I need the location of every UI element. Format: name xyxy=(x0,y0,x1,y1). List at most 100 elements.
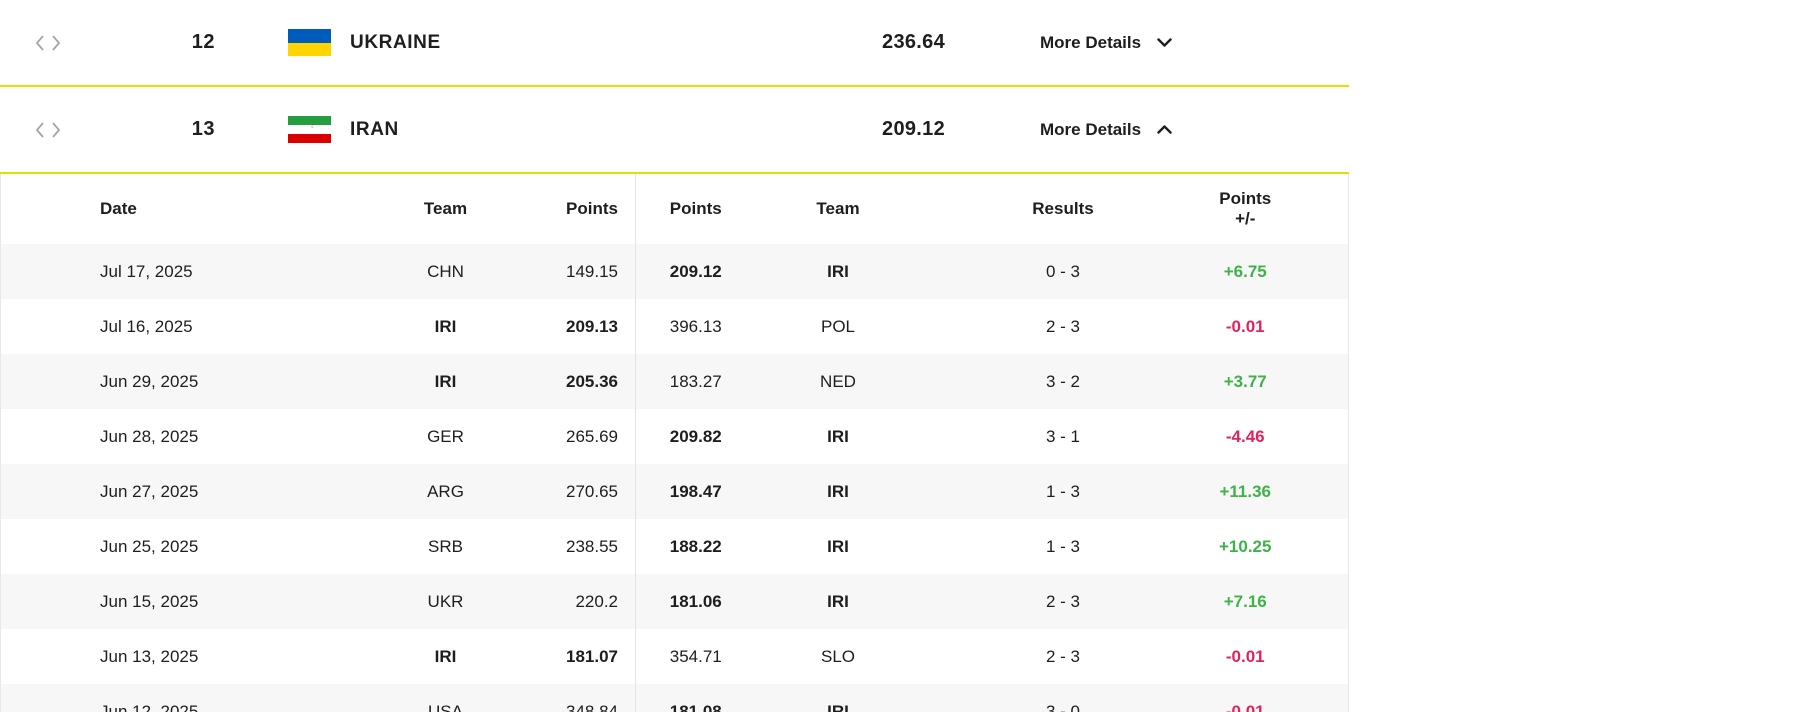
match-date: Jun 12, 2025 xyxy=(100,701,199,712)
match-date: Jul 17, 2025 xyxy=(100,261,193,281)
country-name: UKRAINE xyxy=(350,31,441,53)
team-b-code: POL xyxy=(820,316,856,336)
angle-brackets-icon[interactable] xyxy=(35,34,61,51)
points-diff: -0.01 xyxy=(1225,316,1265,336)
team-a-code: IRI xyxy=(434,371,457,391)
header-team-a: Team xyxy=(345,174,546,244)
match-row: Jun 27, 2025 ARG 270.65 198.47 IRI 1 - 3… xyxy=(0,464,1349,519)
header-points-diff: Points +/- xyxy=(1205,174,1349,244)
ukraine-flag-icon xyxy=(288,29,331,56)
team-a-code: UKR xyxy=(427,591,464,611)
points-diff: +7.16 xyxy=(1223,591,1267,611)
header-date: Date xyxy=(0,174,346,244)
more-details-label: More Details xyxy=(1040,32,1142,52)
match-result: 2 - 3 xyxy=(1045,316,1081,336)
ranking-points: 236.64 xyxy=(882,31,945,53)
team-b-code: SLO xyxy=(820,646,856,666)
match-row: Jun 13, 2025 IRI 181.07 354.71 SLO 2 - 3… xyxy=(0,629,1349,684)
team-a-code: CHN xyxy=(427,261,464,281)
match-row: Jun 15, 2025 UKR 220.2 181.06 IRI 2 - 3 … xyxy=(0,574,1349,629)
team-a-points: 238.55 xyxy=(545,519,636,574)
points-diff: +6.75 xyxy=(1223,261,1267,281)
header-results: Results xyxy=(920,174,1206,244)
team-a-code: GER xyxy=(427,426,464,446)
team-b-code: IRI xyxy=(827,536,849,556)
chevron-up-icon xyxy=(1157,125,1172,134)
team-b-points: 181.08 xyxy=(669,701,722,712)
rank-number: 13 xyxy=(191,118,215,140)
match-result: 3 - 0 xyxy=(1045,701,1081,712)
team-a-points: 265.69 xyxy=(545,409,636,464)
team-a-points: 348.84 xyxy=(545,684,636,712)
team-b-code: IRI xyxy=(827,591,849,611)
team-b-code: IRI xyxy=(827,701,849,712)
match-row: Jun 29, 2025 IRI 205.36 183.27 NED 3 - 2… xyxy=(0,354,1349,409)
team-b-points: 209.12 xyxy=(669,261,722,281)
match-date: Jun 28, 2025 xyxy=(100,426,199,446)
points-diff: -4.46 xyxy=(1225,426,1265,446)
more-details-label: More Details xyxy=(1040,119,1142,139)
match-date: Jun 25, 2025 xyxy=(100,536,199,556)
match-row: Jun 28, 2025 GER 265.69 209.82 IRI 3 - 1… xyxy=(0,409,1349,464)
rank-row-ukraine: 12 UKRAINE 236.64 More Details xyxy=(0,0,1349,87)
team-a-code: SRB xyxy=(428,536,463,556)
more-details-button-ukraine[interactable]: More Details xyxy=(1040,33,1172,53)
team-a-code: IRI xyxy=(434,646,457,666)
team-a-code: USA xyxy=(428,701,463,712)
ranking-points: 209.12 xyxy=(882,118,945,140)
match-result: 1 - 3 xyxy=(1045,481,1081,501)
match-result: 1 - 3 xyxy=(1045,536,1081,556)
chevron-down-icon xyxy=(1157,38,1172,47)
match-details-table: Date Team Points Points Team Results Poi… xyxy=(0,174,1349,712)
match-date: Jun 13, 2025 xyxy=(100,646,199,666)
team-a-points: 270.65 xyxy=(545,464,636,519)
points-diff: +11.36 xyxy=(1219,481,1272,501)
iran-flag-icon: ۚ xyxy=(288,116,331,143)
team-a-points: 181.07 xyxy=(545,629,636,684)
match-row: Jul 17, 2025 CHN 149.15 209.12 IRI 0 - 3… xyxy=(0,244,1349,299)
team-b-points: 181.06 xyxy=(669,591,722,611)
match-date: Jun 27, 2025 xyxy=(100,481,199,501)
team-a-points: 220.2 xyxy=(545,574,636,629)
match-date: Jun 29, 2025 xyxy=(100,371,199,391)
match-result: 0 - 3 xyxy=(1045,261,1081,281)
country-name: IRAN xyxy=(350,118,399,140)
match-result: 3 - 2 xyxy=(1045,371,1081,391)
match-result: 3 - 1 xyxy=(1045,426,1081,446)
rank-number: 12 xyxy=(191,31,215,53)
team-a-code: IRI xyxy=(434,316,457,336)
points-diff: -0.01 xyxy=(1225,646,1265,666)
team-a-code: ARG xyxy=(427,481,464,501)
team-b-code: NED xyxy=(820,371,856,391)
team-b-code: IRI xyxy=(827,261,849,281)
header-points-b: Points xyxy=(635,174,756,244)
header-team-b: Team xyxy=(755,174,921,244)
match-row: Jun 12, 2025 USA 348.84 181.08 IRI 3 - 0… xyxy=(0,684,1349,712)
match-row: Jul 16, 2025 IRI 209.13 396.13 POL 2 - 3… xyxy=(0,299,1349,354)
team-a-points: 149.15 xyxy=(545,244,636,299)
team-a-points: 209.13 xyxy=(545,299,636,354)
team-b-code: IRI xyxy=(827,426,849,446)
team-b-points: 396.13 xyxy=(669,316,722,336)
ranking-list: 12 UKRAINE 236.64 More Details 13 ۚ IRAN… xyxy=(0,0,1349,712)
team-b-points: 354.71 xyxy=(669,646,722,666)
points-diff: -0.01 xyxy=(1225,701,1265,712)
team-b-points: 188.22 xyxy=(669,536,722,556)
match-result: 2 - 3 xyxy=(1045,591,1081,611)
match-date: Jun 15, 2025 xyxy=(100,591,199,611)
match-result: 2 - 3 xyxy=(1045,646,1081,666)
team-b-code: IRI xyxy=(827,481,849,501)
header-points-a: Points xyxy=(545,174,636,244)
team-b-points: 209.82 xyxy=(669,426,722,446)
team-b-points: 183.27 xyxy=(669,371,722,391)
team-a-points: 205.36 xyxy=(545,354,636,409)
angle-brackets-icon[interactable] xyxy=(35,121,61,138)
match-row: Jun 25, 2025 SRB 238.55 188.22 IRI 1 - 3… xyxy=(0,519,1349,574)
match-date: Jul 16, 2025 xyxy=(100,316,193,336)
points-diff: +10.25 xyxy=(1219,536,1272,556)
rank-row-iran: 13 ۚ IRAN 209.12 More Details xyxy=(0,87,1349,174)
more-details-button-iran[interactable]: More Details xyxy=(1040,120,1172,140)
points-diff: +3.77 xyxy=(1223,371,1267,391)
details-header-row: Date Team Points Points Team Results Poi… xyxy=(0,174,1349,244)
team-b-points: 198.47 xyxy=(669,481,722,501)
